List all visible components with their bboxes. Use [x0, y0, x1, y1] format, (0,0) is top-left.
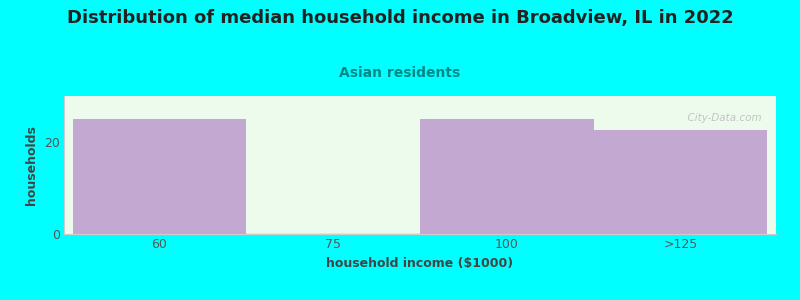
Y-axis label: households: households [26, 125, 38, 205]
Text: City-Data.com: City-Data.com [681, 112, 762, 123]
Text: Distribution of median household income in Broadview, IL in 2022: Distribution of median household income … [66, 9, 734, 27]
Bar [594, 130, 767, 234]
Bar [246, 232, 420, 234]
Bar [420, 119, 594, 234]
X-axis label: household income ($1000): household income ($1000) [326, 257, 514, 270]
Bar [64, 96, 776, 234]
Text: Asian residents: Asian residents [339, 66, 461, 80]
Bar [73, 119, 246, 234]
